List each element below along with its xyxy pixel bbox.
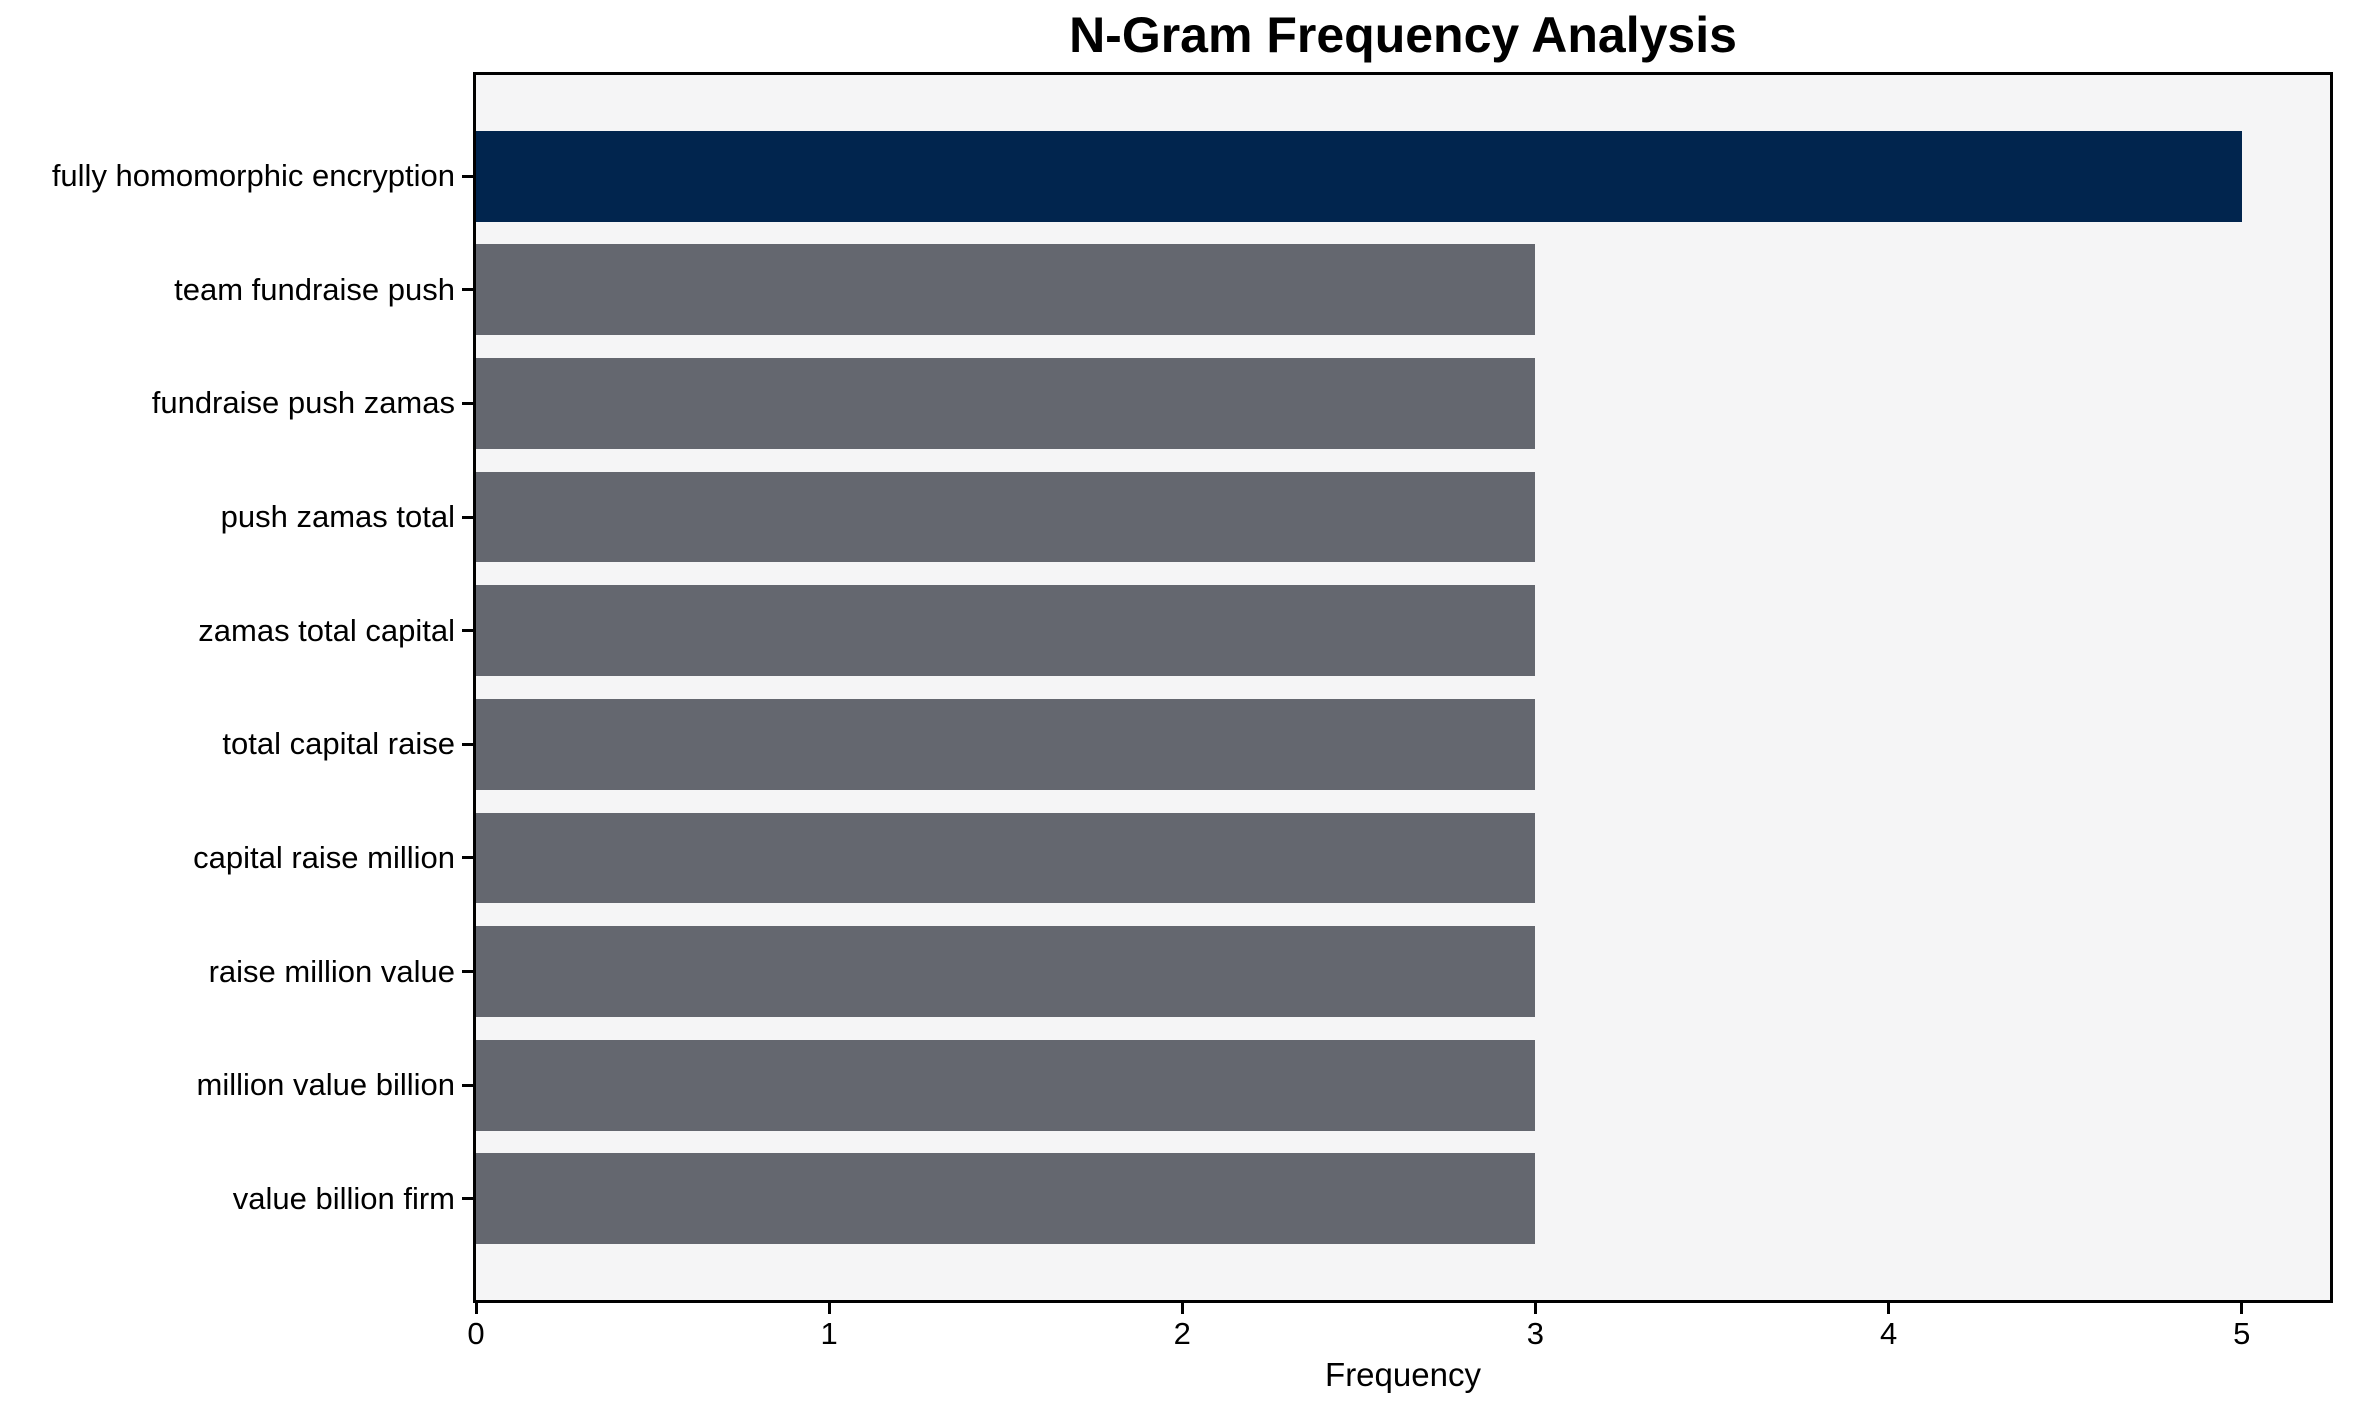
y-axis-label: zamas total capital [198,612,455,648]
chart-title: N-Gram Frequency Analysis [1069,7,1737,63]
bar-total-capital-raise [476,698,1536,790]
y-axis-label: raise million value [208,953,455,989]
y-tick-mark [462,856,473,860]
bar-million-value-billion [476,1039,1536,1131]
y-tick-mark [462,515,473,519]
y-axis-label: capital raise million [193,839,455,875]
y-tick-mark [462,1083,473,1087]
bar-zamas-total-capital [476,585,1536,677]
bar-fully-homomorphic-encryption [476,130,2242,222]
y-tick-mark [462,970,473,974]
x-tick-mark [1180,1303,1184,1314]
x-tick-mark [827,1303,831,1314]
y-axis-label: fully homomorphic encryption [51,158,455,194]
x-axis-tick-label: 1 [820,1316,838,1351]
y-axis-label: value billion firm [232,1180,455,1216]
bar-fundraise-push-zamas [476,357,1536,449]
y-axis-label: million value billion [196,1067,455,1103]
x-tick-mark [1533,1303,1537,1314]
plot-area [473,72,2333,1303]
x-tick-mark [1887,1303,1891,1314]
y-tick-mark [462,174,473,178]
x-axis-tick-label: 4 [1879,1316,1898,1351]
y-axis-label: total capital raise [222,726,455,762]
y-axis-label: push zamas total [220,499,455,535]
y-axis-label: team fundraise push [174,271,455,307]
x-tick-mark [2240,1303,2244,1314]
x-axis-tick-label: 0 [467,1316,485,1351]
x-axis-tick-label: 3 [1526,1316,1545,1351]
y-tick-mark [462,401,473,405]
y-tick-mark [462,629,473,633]
bar-capital-raise-million [476,812,1536,904]
x-axis-tick-label: 5 [2233,1316,2251,1351]
bar-push-zamas-total [476,471,1536,563]
x-axis-tick-label: 2 [1173,1316,1191,1351]
bar-raise-million-value [476,926,1536,1018]
x-axis-title: Frequency [1325,1356,1481,1393]
y-tick-mark [462,742,473,746]
bar-value-billion-firm [476,1153,1536,1245]
bar-team-fundraise-push [476,244,1536,336]
y-tick-mark [462,1197,473,1201]
y-axis-label: fundraise push zamas [151,385,455,421]
y-tick-mark [462,288,473,292]
x-tick-mark [474,1303,478,1314]
